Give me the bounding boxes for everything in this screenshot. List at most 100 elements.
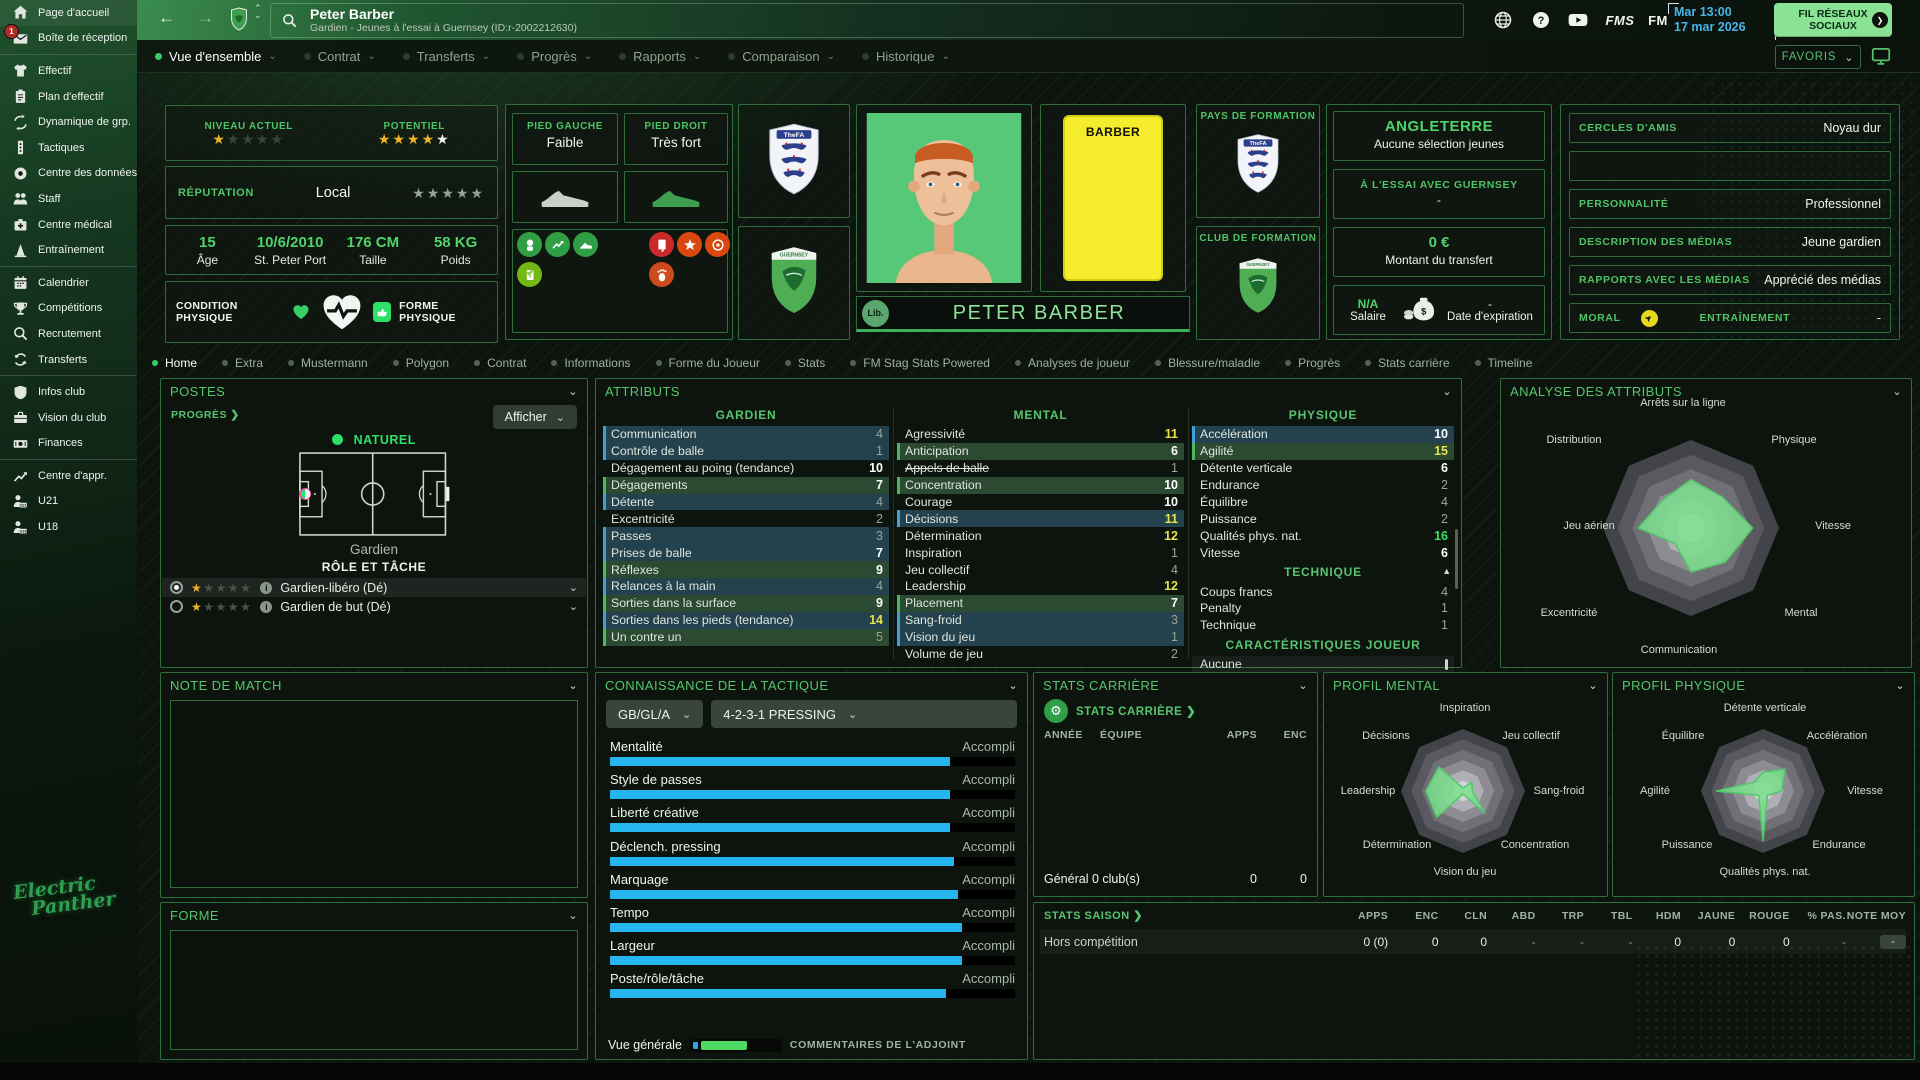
fms-logo-icon[interactable]: FMS — [1605, 12, 1635, 28]
globe-icon[interactable] — [1490, 7, 1516, 33]
sidebar-item-effectif[interactable]: Effectif — [0, 58, 137, 84]
overview-slider[interactable] — [689, 1038, 782, 1052]
show-dropdown[interactable]: Afficher ⌄ — [492, 405, 577, 429]
subtab-analyses-de-joueur[interactable]: Analyses de joueur — [1014, 356, 1130, 370]
subtab-extra[interactable]: Extra — [222, 356, 263, 370]
subtab-forme-du-joueur[interactable]: Forme du Joueur — [655, 356, 760, 370]
collapse-icon[interactable]: ⌄ — [568, 386, 578, 398]
club-crest-mini[interactable] — [229, 7, 249, 33]
forward-button[interactable]: → — [197, 8, 214, 27]
reputation-stars: ★★★★★ — [412, 184, 485, 201]
role-radio[interactable] — [170, 600, 183, 613]
scrollbar-thumb[interactable] — [1455, 529, 1458, 589]
team-dropdown[interactable]: GB/GL/A ⌄ — [606, 700, 704, 728]
tactic-dropdown[interactable]: 4-2-3-1 PRESSING ⌄ — [711, 700, 1017, 728]
sidebar-item-u21[interactable]: U21 U21 — [0, 489, 137, 515]
nav-tab-transferts[interactable]: Transferts ⌄ — [402, 49, 490, 64]
sidebar-item-infos-club[interactable]: Infos club — [0, 379, 137, 405]
help-icon[interactable]: ? — [1528, 7, 1554, 33]
fm-logo-icon[interactable]: FM — [1648, 12, 1668, 28]
subtab-stats-carriere[interactable]: Stats carrière — [1365, 356, 1450, 370]
attribute-row-decisions: Décisions 11 — [897, 510, 1184, 528]
sidebar-item-u18[interactable]: U18 U18 — [0, 514, 137, 540]
attribute-value: 4 — [1441, 495, 1448, 509]
progress-link[interactable]: PROGRÈS ❯ — [171, 409, 240, 421]
career-stats-link[interactable]: STATS CARRIÈRE ❯ — [1076, 706, 1197, 718]
chevron-down-icon[interactable]: ⌄ — [568, 582, 578, 594]
subtab-blessure-maladie[interactable]: Blessure/maladie — [1155, 356, 1260, 370]
right-boot-icon — [624, 171, 728, 223]
sidebar-item-tactiques[interactable]: Tactiques — [0, 135, 137, 161]
monitor-icon[interactable] — [1869, 45, 1893, 67]
player-spinner[interactable]: ⌃ ⌄ — [254, 3, 262, 20]
sidebar-item-dynamique-de-grp[interactable]: Dynamique de grp. — [0, 109, 137, 135]
data-icon — [11, 164, 29, 182]
player-name-plate: Lib. PETER BARBER — [856, 296, 1190, 332]
nav-tab-progres[interactable]: Progrès ⌄ — [517, 49, 592, 64]
sidebar-item-centre-d-appr[interactable]: Centre d'appr. — [0, 463, 137, 489]
subtab-label: Home — [165, 356, 198, 370]
sidebar-item-finances[interactable]: Finances — [0, 431, 137, 457]
chevron-down-icon[interactable]: ⌄ — [568, 601, 578, 613]
subtab-fm-stag-stats-powered[interactable]: FM Stag Stats Powered — [850, 356, 990, 370]
wage-label: Salaire — [1350, 311, 1386, 323]
profile-row-empty — [1569, 151, 1891, 181]
sidebar-item-transferts[interactable]: Transferts — [0, 347, 137, 373]
collapse-icon[interactable]: ⌄ — [568, 680, 578, 692]
collapse-icon[interactable]: ⌄ — [1588, 680, 1598, 692]
collapse-icon[interactable]: ⌄ — [1895, 680, 1905, 692]
expiry-value: - — [1488, 297, 1492, 311]
nav-tab-contrat[interactable]: Contrat ⌄ — [303, 49, 376, 64]
reputation-value: Local — [315, 184, 351, 201]
scrollbar-thumb[interactable] — [1445, 658, 1448, 670]
sidebar-item-page-d-accueil[interactable]: Page d'accueil — [0, 0, 137, 26]
collapse-icon[interactable]: ⌄ — [1442, 386, 1452, 398]
info-icon: i — [260, 600, 273, 613]
subtab-polygon[interactable]: Polygon — [392, 356, 450, 370]
subtab-label: Polygon — [405, 356, 450, 370]
sidebar-item-plan-d-effectif[interactable]: Plan d'effectif — [0, 84, 137, 110]
collapse-icon[interactable]: ⌄ — [568, 910, 578, 922]
back-button[interactable]: ← — [158, 8, 175, 27]
sidebar-item-recrutement[interactable]: Recrutement — [0, 321, 137, 347]
collapse-icon[interactable]: ⌄ — [1008, 680, 1018, 692]
sidebar-item-competitions[interactable]: Compétitions — [0, 296, 137, 322]
collapse-icon[interactable]: ⌄ — [1892, 386, 1902, 398]
sidebar-item-calendrier[interactable]: Calendrier — [0, 270, 137, 296]
england-fa-crest: TheFA — [765, 122, 823, 200]
subtab-timeline[interactable]: Timeline — [1474, 356, 1532, 370]
nav-tab-comparaison[interactable]: Comparaison ⌄ — [728, 49, 835, 64]
nav-tab-vue-d-ensemble[interactable]: Vue d'ensemble ⌄ — [155, 49, 277, 64]
sidebar-item-centre-medical[interactable]: Centre médical — [0, 212, 137, 238]
season-stats-link[interactable]: STATS SAISON ❯ — [1044, 910, 1143, 922]
player-search-box[interactable]: Peter Barber Gardien - Jeunes à l'essai … — [270, 3, 1464, 38]
svg-text:TheFA: TheFA — [1249, 141, 1266, 147]
role-row-gardien-de-but-de[interactable]: ★★★★★ i Gardien de but (Dé) ⌄ — [162, 597, 586, 616]
youtube-icon[interactable] — [1565, 7, 1591, 33]
subtab-contrat[interactable]: Contrat — [474, 356, 526, 370]
sidebar-item-centre-des-donnees[interactable]: Centre des données — [0, 161, 137, 187]
nav-tab-rapports[interactable]: Rapports ⌄ — [619, 49, 701, 64]
subtab-mustermann[interactable]: Mustermann — [288, 356, 368, 370]
sidebar-item-vision-du-club[interactable]: Vision du club — [0, 405, 137, 431]
role-row-gardien-libero-de[interactable]: ★★★★★ i Gardien-libéro (Dé) ⌄ — [162, 578, 586, 597]
tactic-knowledge-title: CONNAISSANCE DE LA TACTIQUE — [605, 678, 829, 693]
subtab-stats[interactable]: Stats — [784, 356, 825, 370]
sidebar-item-boite-de-reception[interactable]: 1 Boîte de réception — [0, 24, 137, 52]
role-radio[interactable] — [170, 581, 183, 594]
nav-tab-historique[interactable]: Historique ⌄ — [861, 49, 950, 64]
social-feed-button[interactable]: FIL RÉSEAUX SOCIAUX ❯ — [1774, 3, 1892, 37]
subtab-home[interactable]: Home — [152, 356, 197, 370]
radar-axis-jeu-aerien: Jeu aérien — [1563, 520, 1615, 532]
tactic-progress-bar — [610, 823, 1015, 833]
favorites-dropdown[interactable]: FAVORIS ⌄ — [1775, 45, 1861, 69]
profile-row-value: Jeune gardien — [1801, 235, 1881, 249]
game-date[interactable]: Mar 13:00 17 mar 2026 — [1668, 3, 1776, 41]
subtab-informations[interactable]: Informations — [551, 356, 631, 370]
collapse-icon[interactable]: ⌄ — [1298, 680, 1308, 692]
sidebar: Page d'accueil 1 Boîte de réception Effecti… — [0, 0, 138, 1080]
sidebar-item-entrainement[interactable]: Entraînement — [0, 237, 137, 263]
sidebar-item-staff[interactable]: Staff — [0, 186, 137, 212]
subtab-progres[interactable]: Progrès — [1285, 356, 1340, 370]
tactic-item-status: Accompli — [962, 971, 1015, 987]
